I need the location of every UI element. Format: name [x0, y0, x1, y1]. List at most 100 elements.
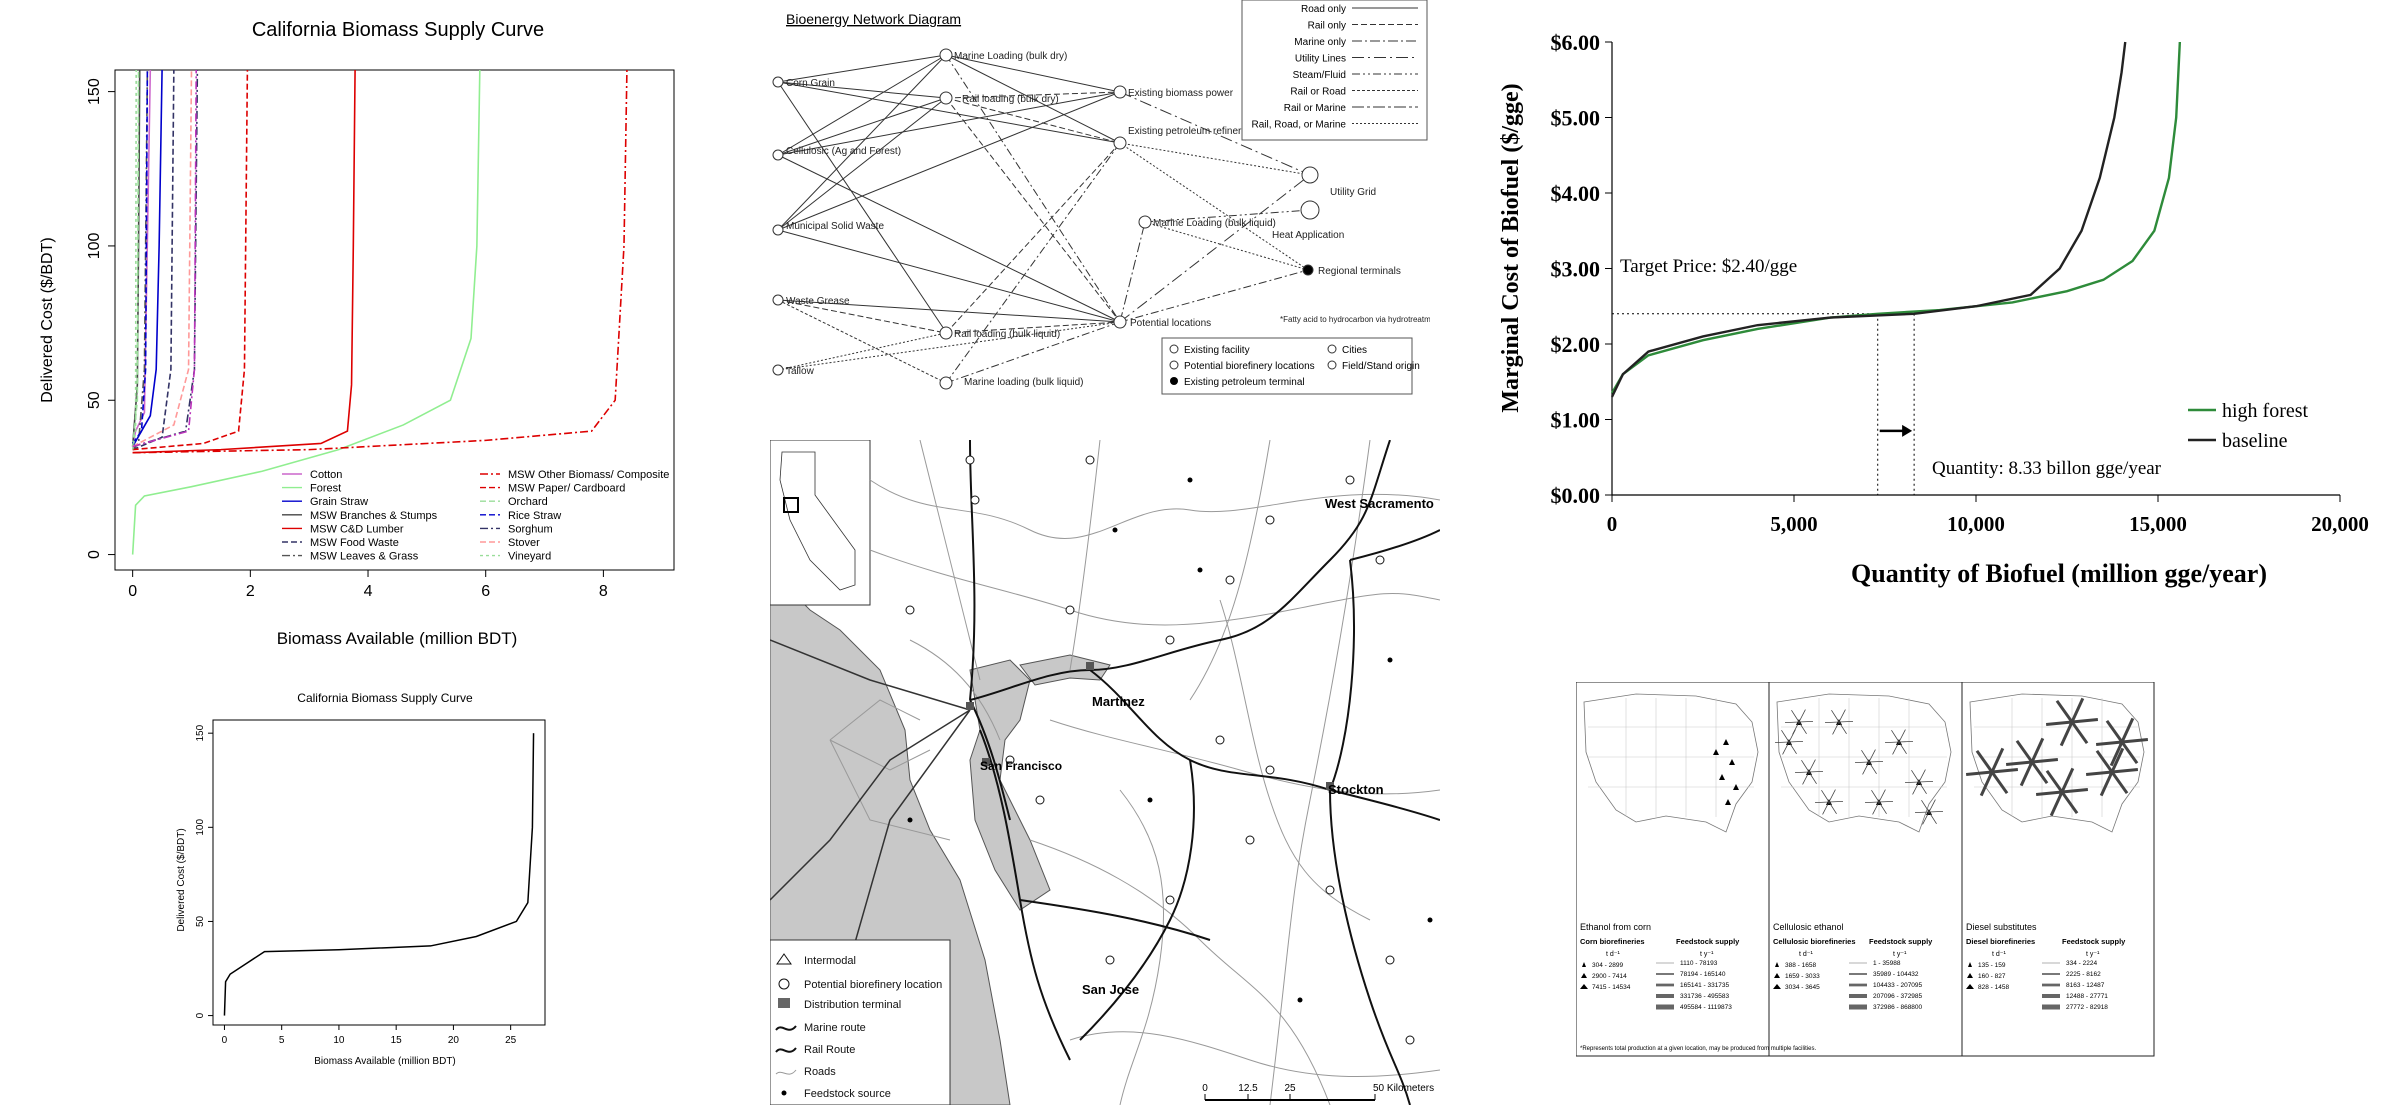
- feedstock-flow: [1912, 781, 1920, 795]
- us-biorefinery-maps: Ethanol from corn Corn biorefineries Feeds…: [1575, 681, 2156, 1058]
- line-legend-label: Marine only: [1294, 37, 1346, 48]
- map-legend: Intermodal Potential biorefinery locatio…: [769, 939, 951, 1106]
- feedstock-flow: [2060, 767, 2075, 793]
- us-left-range: 304 - 2899: [1592, 962, 1623, 969]
- y-tick-label: 100: [86, 232, 103, 259]
- feedstock-flow: [2059, 721, 2074, 747]
- quantity-annotation: Quantity: 8.33 billon gge/year: [1932, 458, 2162, 479]
- x-tick-label: 2: [246, 583, 255, 600]
- feedstock-flow: [2121, 738, 2149, 744]
- node-rail-dry: Rail loading (bulk dry): [962, 94, 1059, 105]
- us-left-header: Diesel biorefineries: [1966, 937, 2035, 946]
- legend-label: Forest: [310, 483, 341, 495]
- legend-feedstock: Feedstock source: [804, 1088, 891, 1100]
- us-right-range: 1 - 35988: [1873, 960, 1901, 967]
- feedstock-flow: [1808, 770, 1824, 773]
- bay-area-map: West Sacramento Martinez San Francisco S…: [769, 439, 1441, 1106]
- chart-title: California Biomass Supply Curve: [297, 691, 473, 705]
- node-regional-terminals: Regional terminals: [1318, 266, 1401, 277]
- node-waste-grease: Waste Grease: [786, 296, 850, 307]
- legend-roads: Roads: [804, 1066, 836, 1078]
- feedstock-flow: [2095, 749, 2114, 773]
- city-martinez: Martinez: [1092, 694, 1145, 709]
- us-right-header: Feedstock supply: [1676, 937, 1740, 946]
- legend-label: Orchard: [508, 496, 548, 508]
- plot-frame: [212, 719, 546, 1026]
- legend-label: MSW Paper/ Cardboard: [508, 483, 625, 495]
- line-legend-label: Steam/Fluid: [1293, 70, 1346, 81]
- y-tick-label: 50: [195, 915, 206, 927]
- series-line-10: [132, 69, 149, 444]
- us-right-range: 165141 - 331735: [1680, 982, 1730, 989]
- series-line-baseline: [1610, 41, 2127, 398]
- us-left-range: 135 - 159: [1978, 962, 2006, 969]
- us-left-unit: t d⁻¹: [1799, 951, 1813, 958]
- biorefinery-markers: [905, 455, 1415, 1045]
- feedstock-flow: [1911, 770, 1920, 783]
- network-diagram: Bioenergy Network Diagram Corn Gr: [770, 0, 1443, 400]
- target-price-annotation: Target Price: $2.40/gge: [1620, 256, 1797, 277]
- legend-label: MSW Leaves & Grass: [310, 551, 419, 563]
- y-tick-label: $3.00: [1551, 257, 1601, 282]
- y-tick-label: 150: [86, 78, 103, 105]
- aggregate-supply-chart: California Biomass Supply Curve Delivere…: [150, 680, 570, 1100]
- size-symbol: [1966, 984, 1974, 989]
- size-symbol: [1774, 973, 1780, 978]
- feedstock-sources: [907, 477, 1433, 1003]
- feedstock-flow: [2071, 718, 2099, 724]
- feedstock-flow: [1808, 759, 1816, 773]
- y-tick-label: 50: [86, 391, 103, 409]
- feedstock-flow: [1904, 781, 1920, 784]
- feedstock-flow: [1824, 721, 1840, 724]
- us-left-unit: t d⁻¹: [1992, 951, 2006, 958]
- feedstock-flow: [2030, 737, 2045, 763]
- us-right-range: 104433 - 207095: [1873, 982, 1923, 989]
- feedstock-flow: [1781, 730, 1790, 743]
- rail-routes: [969, 439, 1441, 1106]
- feedstock-flow: [2110, 747, 2125, 773]
- us-left-range: 7415 - 14534: [1592, 984, 1631, 991]
- key-cities: Cities: [1342, 345, 1367, 356]
- us-left-range: 828 - 1458: [1978, 984, 2009, 991]
- y-tick-label: 100: [195, 819, 206, 836]
- feedstock-flow: [2055, 699, 2074, 723]
- feedstock-flow: [1838, 720, 1854, 723]
- feedstock-flow: [1868, 749, 1876, 763]
- us-right-range: 78194 - 165140: [1680, 971, 1726, 978]
- legend-label: Stover: [508, 537, 540, 549]
- y-axis-label: Delivered Cost ($/BDT): [39, 237, 56, 402]
- us-right-unit: t y⁻¹: [1893, 951, 1907, 958]
- size-symbol: [1967, 973, 1973, 978]
- size-symbol: [1773, 984, 1781, 989]
- node-rail-liquid: Rail loading (bulk liquid): [954, 329, 1060, 340]
- series-line-high-forest: [1610, 41, 2182, 394]
- network-edges: [777, 54, 1311, 384]
- legend-distribution: Distribution terminal: [804, 999, 901, 1011]
- us-right-unit: t y⁻¹: [2086, 951, 2100, 958]
- us-left-header: Corn biorefineries: [1580, 937, 1645, 946]
- x-tick-label: 0: [1607, 512, 1618, 536]
- biorefinery-marker: [1713, 749, 1719, 755]
- y-tick-label: 0: [86, 550, 103, 559]
- legend-label: MSW C&D Lumber: [310, 523, 404, 535]
- map-svg: West Sacramento Martinez San Francisco S…: [769, 439, 1441, 1106]
- us-right-range: 27772 - 82918: [2066, 1004, 2108, 1011]
- us-right-range: 495584 - 1119873: [1680, 1004, 1732, 1011]
- network-title: Bioenergy Network Diagram: [786, 11, 961, 27]
- feedstock-flow: [1928, 810, 1944, 813]
- shift-arrow-head: [1902, 424, 1913, 437]
- feedstock-flow: [1898, 740, 1914, 743]
- network-symbol-key: Existing facility Potential biorefinery …: [1161, 337, 1420, 395]
- feedstock-flow: [1921, 800, 1930, 813]
- feedstock-flow: [2110, 771, 2129, 795]
- feedstock-flow: [1928, 799, 1936, 813]
- y-axis-label: Delivered Cost ($/BDT): [176, 828, 187, 931]
- x-tick-label: 0: [222, 1035, 228, 1046]
- us-map-panel-0: Ethanol from corn Corn biorefineries Feeds…: [1580, 693, 1759, 1011]
- feedstock-flow: [1878, 801, 1887, 814]
- node-utility-grid: Utility Grid: [1330, 187, 1376, 198]
- us-right-header: Feedstock supply: [1869, 937, 1933, 946]
- series-line-4: [132, 69, 356, 454]
- feedstock-flow: [1831, 710, 1840, 723]
- feedstock-flow: [2060, 791, 2079, 815]
